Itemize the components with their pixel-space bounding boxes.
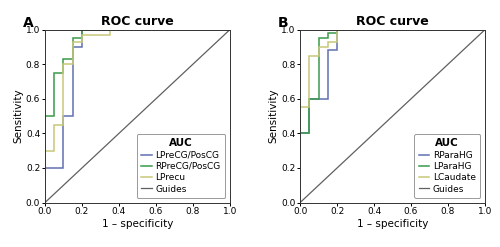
Title: ROC curve: ROC curve bbox=[356, 16, 429, 28]
X-axis label: 1 – specificity: 1 – specificity bbox=[357, 219, 428, 229]
Y-axis label: Sensitivity: Sensitivity bbox=[13, 89, 23, 144]
Text: A: A bbox=[23, 16, 34, 30]
Title: ROC curve: ROC curve bbox=[101, 16, 174, 28]
Legend: LPreCG/PosCG, RPreCG/PosCG, LPrecu, Guides: LPreCG/PosCG, RPreCG/PosCG, LPrecu, Guid… bbox=[136, 134, 226, 198]
Text: B: B bbox=[278, 16, 288, 30]
X-axis label: 1 – specificity: 1 – specificity bbox=[102, 219, 173, 229]
Y-axis label: Sensitivity: Sensitivity bbox=[268, 89, 278, 144]
Legend: RParaHG, LParaHG, LCaudate, Guides: RParaHG, LParaHG, LCaudate, Guides bbox=[414, 134, 480, 198]
